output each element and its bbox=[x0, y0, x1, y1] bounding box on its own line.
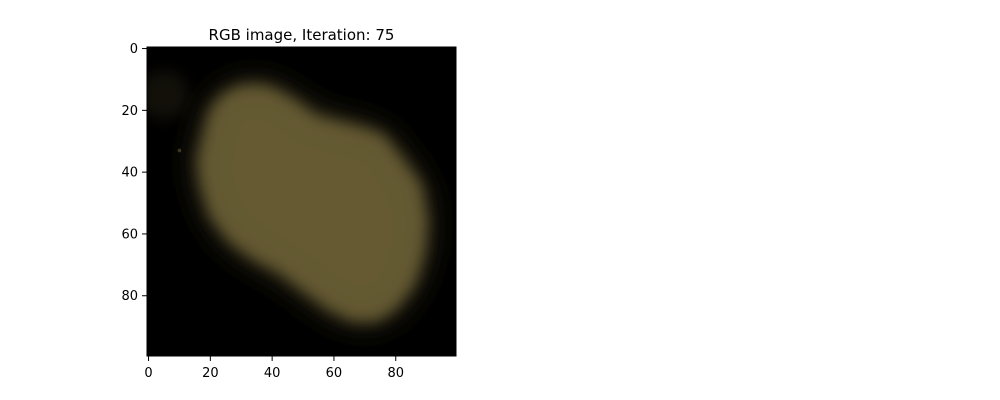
faint-spot-0 bbox=[147, 70, 189, 120]
y-tick-label: 80 bbox=[121, 289, 138, 304]
x-tick-label: 80 bbox=[387, 366, 404, 381]
x-axis: 0 20 40 60 80 bbox=[144, 356, 404, 381]
blob-core bbox=[198, 85, 427, 321]
x-tick-label: 0 bbox=[144, 366, 152, 381]
y-axis: 0 20 40 60 80 bbox=[121, 42, 147, 304]
chart-title: RGB image, Iteration: 75 bbox=[209, 26, 395, 44]
y-tick-label: 20 bbox=[121, 104, 138, 119]
faint-spot-1 bbox=[177, 148, 182, 153]
y-tick-label: 60 bbox=[121, 227, 138, 242]
x-tick-label: 20 bbox=[202, 366, 219, 381]
image-frame bbox=[146, 46, 457, 357]
rgb-image bbox=[147, 47, 456, 356]
y-tick-label: 0 bbox=[130, 42, 138, 57]
x-tick-label: 60 bbox=[326, 366, 343, 381]
x-tick-label: 40 bbox=[264, 366, 281, 381]
image-content bbox=[147, 70, 427, 321]
y-tick-label: 40 bbox=[121, 166, 138, 181]
